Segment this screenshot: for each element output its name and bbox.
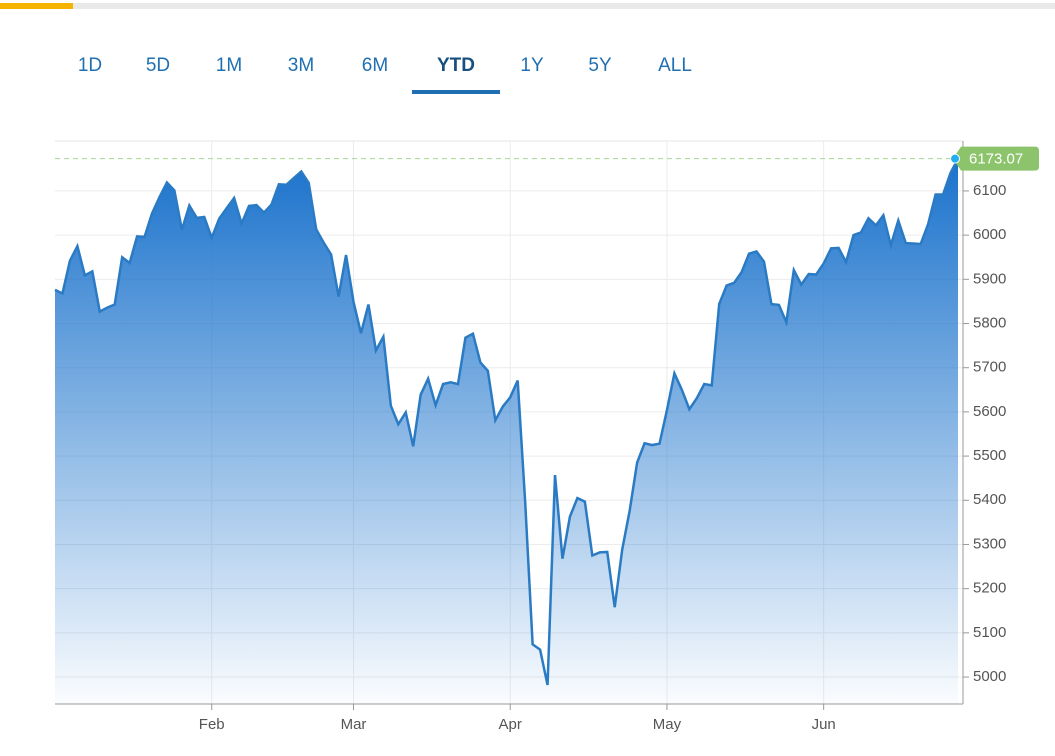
range-tab[interactable]: 5Y xyxy=(588,55,612,76)
progress-bar xyxy=(0,3,73,9)
last-point xyxy=(950,153,960,164)
y-tick-label: 5200 xyxy=(973,580,1006,597)
y-tick-label: 5500 xyxy=(973,447,1006,464)
x-tick-label: Apr xyxy=(499,716,522,733)
range-tab[interactable]: 5D xyxy=(146,55,170,76)
price-line xyxy=(54,158,960,686)
y-tick-label: 5300 xyxy=(973,535,1006,552)
tab-underline xyxy=(412,90,500,94)
range-tabs: 1D 5D 1M 3M 6M YTD 1Y 5Y ALL xyxy=(78,55,692,94)
x-tick-label: May xyxy=(653,716,682,733)
x-tick-label: Mar xyxy=(341,716,367,733)
y-tick-label: 5700 xyxy=(973,359,1006,376)
last-value-tag xyxy=(953,146,1039,171)
y-tick-label: 5400 xyxy=(973,491,1006,508)
y-tick-label: 6000 xyxy=(973,226,1006,243)
range-tab[interactable]: ALL xyxy=(658,55,692,76)
x-tick-label: Jun xyxy=(812,716,836,733)
y-tick-label: 5000 xyxy=(973,668,1006,685)
y-tick-label: 5800 xyxy=(973,314,1006,331)
range-tab[interactable]: 1D xyxy=(78,55,102,76)
y-tick-label: 5100 xyxy=(973,624,1006,641)
progress-track xyxy=(0,3,1055,9)
y-tick-label: 6100 xyxy=(973,182,1006,199)
last-value-label: 6173.07 xyxy=(969,151,1023,168)
area-fill xyxy=(55,158,958,704)
range-tab[interactable]: YTD xyxy=(437,55,475,76)
range-tab[interactable]: 1Y xyxy=(520,55,544,76)
range-tab[interactable]: 3M xyxy=(288,55,314,76)
plot: 5000 5100 5200 5300 5400 5500 5600 5700 5800 5900… xyxy=(54,140,1039,733)
range-tab[interactable]: 1M xyxy=(216,55,242,76)
y-tick-label: 5900 xyxy=(973,270,1006,287)
x-tick-label: Feb xyxy=(199,716,225,733)
range-tab[interactable]: 6M xyxy=(362,55,388,76)
y-tick-label: 5600 xyxy=(973,403,1006,420)
